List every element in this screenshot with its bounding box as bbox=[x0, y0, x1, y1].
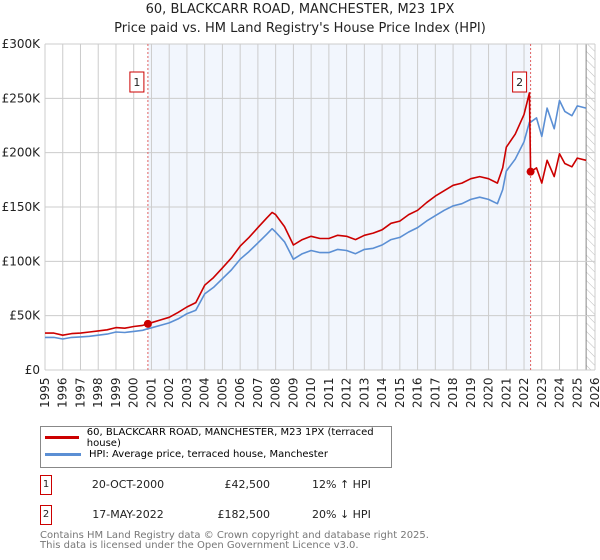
sale-hpi-diff: 12% ↑ HPI bbox=[312, 478, 371, 491]
y-tick-label: £0 bbox=[25, 363, 40, 377]
x-tick-label: 2011 bbox=[322, 377, 336, 408]
x-tick-label: 2001 bbox=[144, 377, 158, 408]
x-tick-label: 2013 bbox=[357, 377, 371, 408]
x-tick-label: 2010 bbox=[304, 377, 318, 408]
legend: 60, BLACKCARR ROAD, MANCHESTER, M23 1PX … bbox=[40, 426, 392, 468]
x-tick-label: 2000 bbox=[127, 377, 141, 408]
x-tick-label: 2009 bbox=[286, 377, 300, 408]
x-tick-label: 2004 bbox=[198, 377, 212, 408]
legend-label-hpi: HPI: Average price, terraced house, Manc… bbox=[89, 449, 328, 460]
x-tick-label: 1995 bbox=[38, 377, 52, 408]
x-tick-label: 2020 bbox=[482, 377, 496, 408]
x-tick-label: 2018 bbox=[446, 377, 460, 408]
x-tick-label: 2015 bbox=[393, 377, 407, 408]
legend-swatch-blue bbox=[45, 453, 81, 456]
footer-line-1: Contains HM Land Registry data © Crown c… bbox=[40, 530, 429, 541]
legend-swatch-red bbox=[45, 436, 79, 439]
x-tick-label: 2022 bbox=[517, 377, 531, 408]
footer: Contains HM Land Registry data © Crown c… bbox=[40, 531, 429, 551]
x-tick-label: 2014 bbox=[375, 377, 389, 408]
chart-subtitle: Price paid vs. HM Land Registry's House … bbox=[114, 21, 486, 36]
price-chart: 1995 1996 1997 1998 1999 2000 2001 2002 2003 2004… bbox=[2, 37, 600, 408]
legend-item-hpi: HPI: Average price, terraced house, Manc… bbox=[41, 446, 391, 463]
x-tick-label: 2025 bbox=[570, 377, 584, 408]
x-tick-label: 2021 bbox=[499, 377, 513, 408]
sale-point bbox=[526, 167, 535, 176]
x-tick-label: 2006 bbox=[233, 377, 247, 408]
sale-label-box bbox=[512, 71, 528, 93]
legend-item-property: 60, BLACKCARR ROAD, MANCHESTER, M23 1PX … bbox=[41, 426, 391, 449]
x-tick-label: 2023 bbox=[535, 377, 549, 408]
x-tick-label: 2007 bbox=[251, 377, 265, 408]
x-tick-label: 2003 bbox=[180, 377, 194, 408]
y-tick-label: £200K bbox=[2, 146, 42, 160]
sale-price: £42,500 bbox=[224, 478, 271, 491]
y-tick-label: £150K bbox=[2, 200, 42, 214]
legend-label-property: 60, BLACKCARR ROAD, MANCHESTER, M23 1PX … bbox=[86, 426, 374, 449]
x-tick-label: 1998 bbox=[91, 377, 105, 408]
sale-badge: 2 bbox=[40, 505, 52, 525]
x-tick-label: 2017 bbox=[428, 377, 442, 408]
y-tick-label: £50K bbox=[9, 309, 41, 323]
y-tick-label: £300K bbox=[2, 37, 42, 51]
x-tick-label: 2026 bbox=[588, 377, 600, 408]
x-tick-label: 1997 bbox=[73, 377, 87, 408]
x-tick-label: 2016 bbox=[411, 377, 425, 408]
footer-line-2: This data is licensed under the Open Gov… bbox=[40, 540, 359, 551]
sale-label: 2 bbox=[516, 76, 523, 89]
sale-label: 1 bbox=[133, 76, 140, 89]
x-tick-label: 2005 bbox=[215, 377, 229, 408]
x-tick-label: 2008 bbox=[269, 377, 283, 408]
x-tick-label: 1996 bbox=[56, 377, 70, 408]
sale-row-2: 2 17-MAY-2022 £182,500 20% ↓ HPI bbox=[40, 505, 440, 525]
series-line bbox=[45, 99, 587, 340]
y-tick-label: £100K bbox=[2, 254, 42, 268]
sale-date: 20-OCT-2000 bbox=[91, 478, 165, 491]
x-tick-label: 2002 bbox=[162, 377, 176, 408]
x-tick-label: 1999 bbox=[109, 377, 123, 408]
sale-price: £182,500 bbox=[217, 508, 271, 521]
sale-label-box bbox=[129, 71, 145, 93]
sale-point bbox=[143, 319, 152, 328]
y-tick-label: £250K bbox=[2, 91, 42, 105]
x-tick-label: 2012 bbox=[340, 377, 354, 408]
sale-row-1: 1 20-OCT-2000 £42,500 12% ↑ HPI bbox=[40, 475, 440, 495]
sale-badge: 1 bbox=[40, 475, 52, 495]
x-tick-label: 2024 bbox=[553, 377, 567, 408]
sale-hpi-diff: 20% ↓ HPI bbox=[312, 508, 371, 521]
chart-title: 60, BLACKCARR ROAD, MANCHESTER, M23 1PX bbox=[145, 2, 455, 17]
x-tick-label: 2019 bbox=[464, 377, 478, 408]
sale-date: 17-MAY-2022 bbox=[92, 508, 164, 521]
